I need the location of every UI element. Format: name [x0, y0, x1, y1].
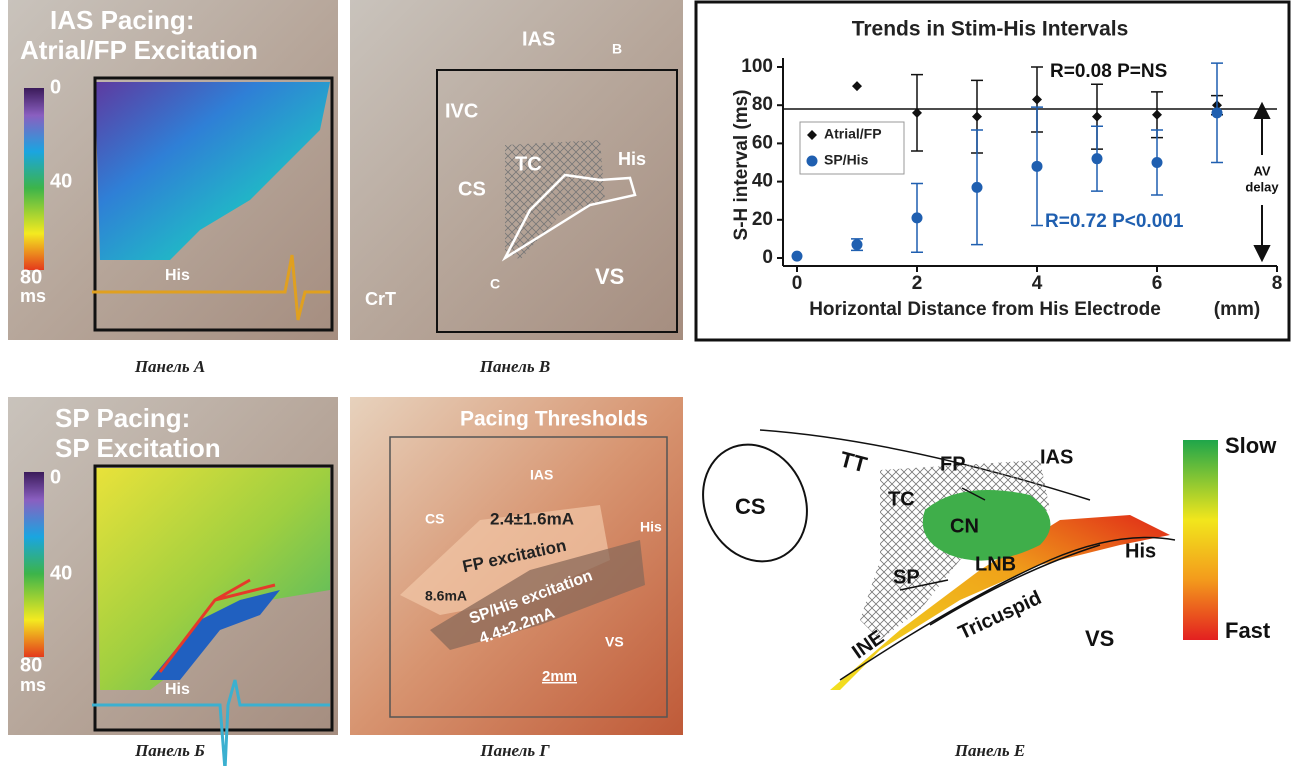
- speed-scale: [1183, 440, 1218, 640]
- label: Fast: [1225, 618, 1271, 643]
- label: His: [640, 519, 662, 535]
- legend-label: Atrial/FP: [824, 126, 882, 142]
- label: B: [612, 41, 622, 57]
- panel-title: SP Excitation: [55, 433, 221, 463]
- panel-title: SP Pacing:: [55, 403, 190, 433]
- color-scale: [24, 88, 44, 270]
- y-tick-label: 0: [762, 247, 773, 268]
- label: CS: [458, 178, 486, 200]
- panel-v: IAS B IVC CS TC His C VS CrT Панель В: [350, 0, 683, 376]
- point: [972, 182, 983, 193]
- label: His: [1125, 540, 1156, 562]
- scale-bar: 2mm: [542, 668, 577, 685]
- caption: Панель В: [479, 357, 550, 376]
- x-tick-label: 6: [1152, 273, 1163, 294]
- label: VS: [605, 634, 624, 650]
- caption: Панель Е: [954, 741, 1025, 760]
- point: [912, 212, 923, 223]
- y-tick-label: 80: [752, 94, 773, 115]
- label: C: [490, 276, 500, 292]
- label: TT: [837, 446, 870, 477]
- his-label: His: [165, 681, 190, 698]
- legend-marker: [807, 156, 818, 167]
- label: CN: [950, 515, 979, 537]
- label: LNB: [975, 553, 1016, 575]
- panel-e: TT FP IAS CS TC CN LNB His SP INE Tricus…: [684, 427, 1277, 759]
- y-tick-label: 100: [741, 56, 773, 77]
- panel-a: IAS Pacing: Atrial/FP Excitation 0 40 80…: [8, 0, 338, 376]
- annotation: AV: [1253, 163, 1270, 178]
- y-axis-label: S-H interval (ms): [731, 90, 752, 241]
- y-tick-label: 20: [752, 209, 773, 230]
- label: TC: [515, 153, 542, 175]
- scale-label: 40: [50, 562, 72, 584]
- y-tick-label: 40: [752, 171, 773, 192]
- scale-label: 40: [50, 170, 72, 192]
- x-tick-label: 8: [1272, 273, 1283, 294]
- label: 8.6mA: [425, 588, 467, 604]
- color-scale: [24, 472, 44, 657]
- label: IAS: [1040, 446, 1073, 468]
- label: CrT: [365, 289, 396, 309]
- his-label: His: [165, 267, 190, 284]
- x-axis-label: Horizontal Distance from His Electrode: [809, 299, 1161, 320]
- label: 2.4±1.6mA: [490, 509, 574, 528]
- caption: Панель А: [134, 357, 205, 376]
- label: CS: [425, 511, 444, 527]
- point: [1032, 161, 1043, 172]
- panel-d: Trends in Stim-His Intervals S-H interva…: [696, 2, 1289, 340]
- point: [792, 251, 803, 262]
- annotation: R=0.72 P<0.001: [1045, 211, 1184, 232]
- label: SP: [893, 566, 920, 588]
- label: Slow: [1225, 433, 1277, 458]
- frame: [696, 2, 1289, 340]
- scale-label: 80: [20, 654, 42, 676]
- point: [1212, 107, 1223, 118]
- label: VS: [595, 264, 624, 289]
- panel-b: SP Pacing: SP Excitation 0 40 80 ms His …: [8, 397, 338, 766]
- label: IAS: [530, 467, 553, 483]
- chart-title: Trends in Stim-His Intervals: [852, 18, 1129, 41]
- panel-title: Atrial/FP Excitation: [20, 35, 258, 65]
- panel-title: Pacing Thresholds: [460, 408, 648, 431]
- point: [1092, 153, 1103, 164]
- figure: IAS Pacing: Atrial/FP Excitation 0 40 80…: [0, 0, 1297, 766]
- panel-title: IAS Pacing:: [50, 5, 194, 35]
- scale-label: ms: [20, 286, 46, 306]
- point: [852, 239, 863, 250]
- label: CS: [735, 494, 766, 519]
- scale-label: ms: [20, 675, 46, 695]
- annotation: R=0.08 P=NS: [1050, 61, 1167, 82]
- label: FP: [940, 453, 966, 475]
- point: [1152, 157, 1163, 168]
- panel-g: Pacing Thresholds IAS CS His 2.4±1.6mA F…: [350, 397, 683, 760]
- x-tick-label: 0: [792, 273, 803, 294]
- label: TC: [888, 488, 915, 510]
- x-axis-unit: (mm): [1214, 299, 1260, 320]
- scale-label: 0: [50, 76, 61, 98]
- x-tick-label: 4: [1032, 273, 1043, 294]
- x-tick-label: 2: [912, 273, 923, 294]
- scale-label: 0: [50, 466, 61, 488]
- y-tick-label: 60: [752, 132, 773, 153]
- annotation: delay: [1245, 179, 1279, 194]
- caption: Панель Г: [479, 741, 550, 760]
- legend-label: SP/His: [824, 152, 869, 168]
- caption: Панель Б: [134, 741, 205, 760]
- label: IAS: [522, 28, 555, 50]
- label: IVC: [445, 100, 478, 122]
- label: VS: [1085, 626, 1114, 651]
- label: His: [618, 149, 646, 169]
